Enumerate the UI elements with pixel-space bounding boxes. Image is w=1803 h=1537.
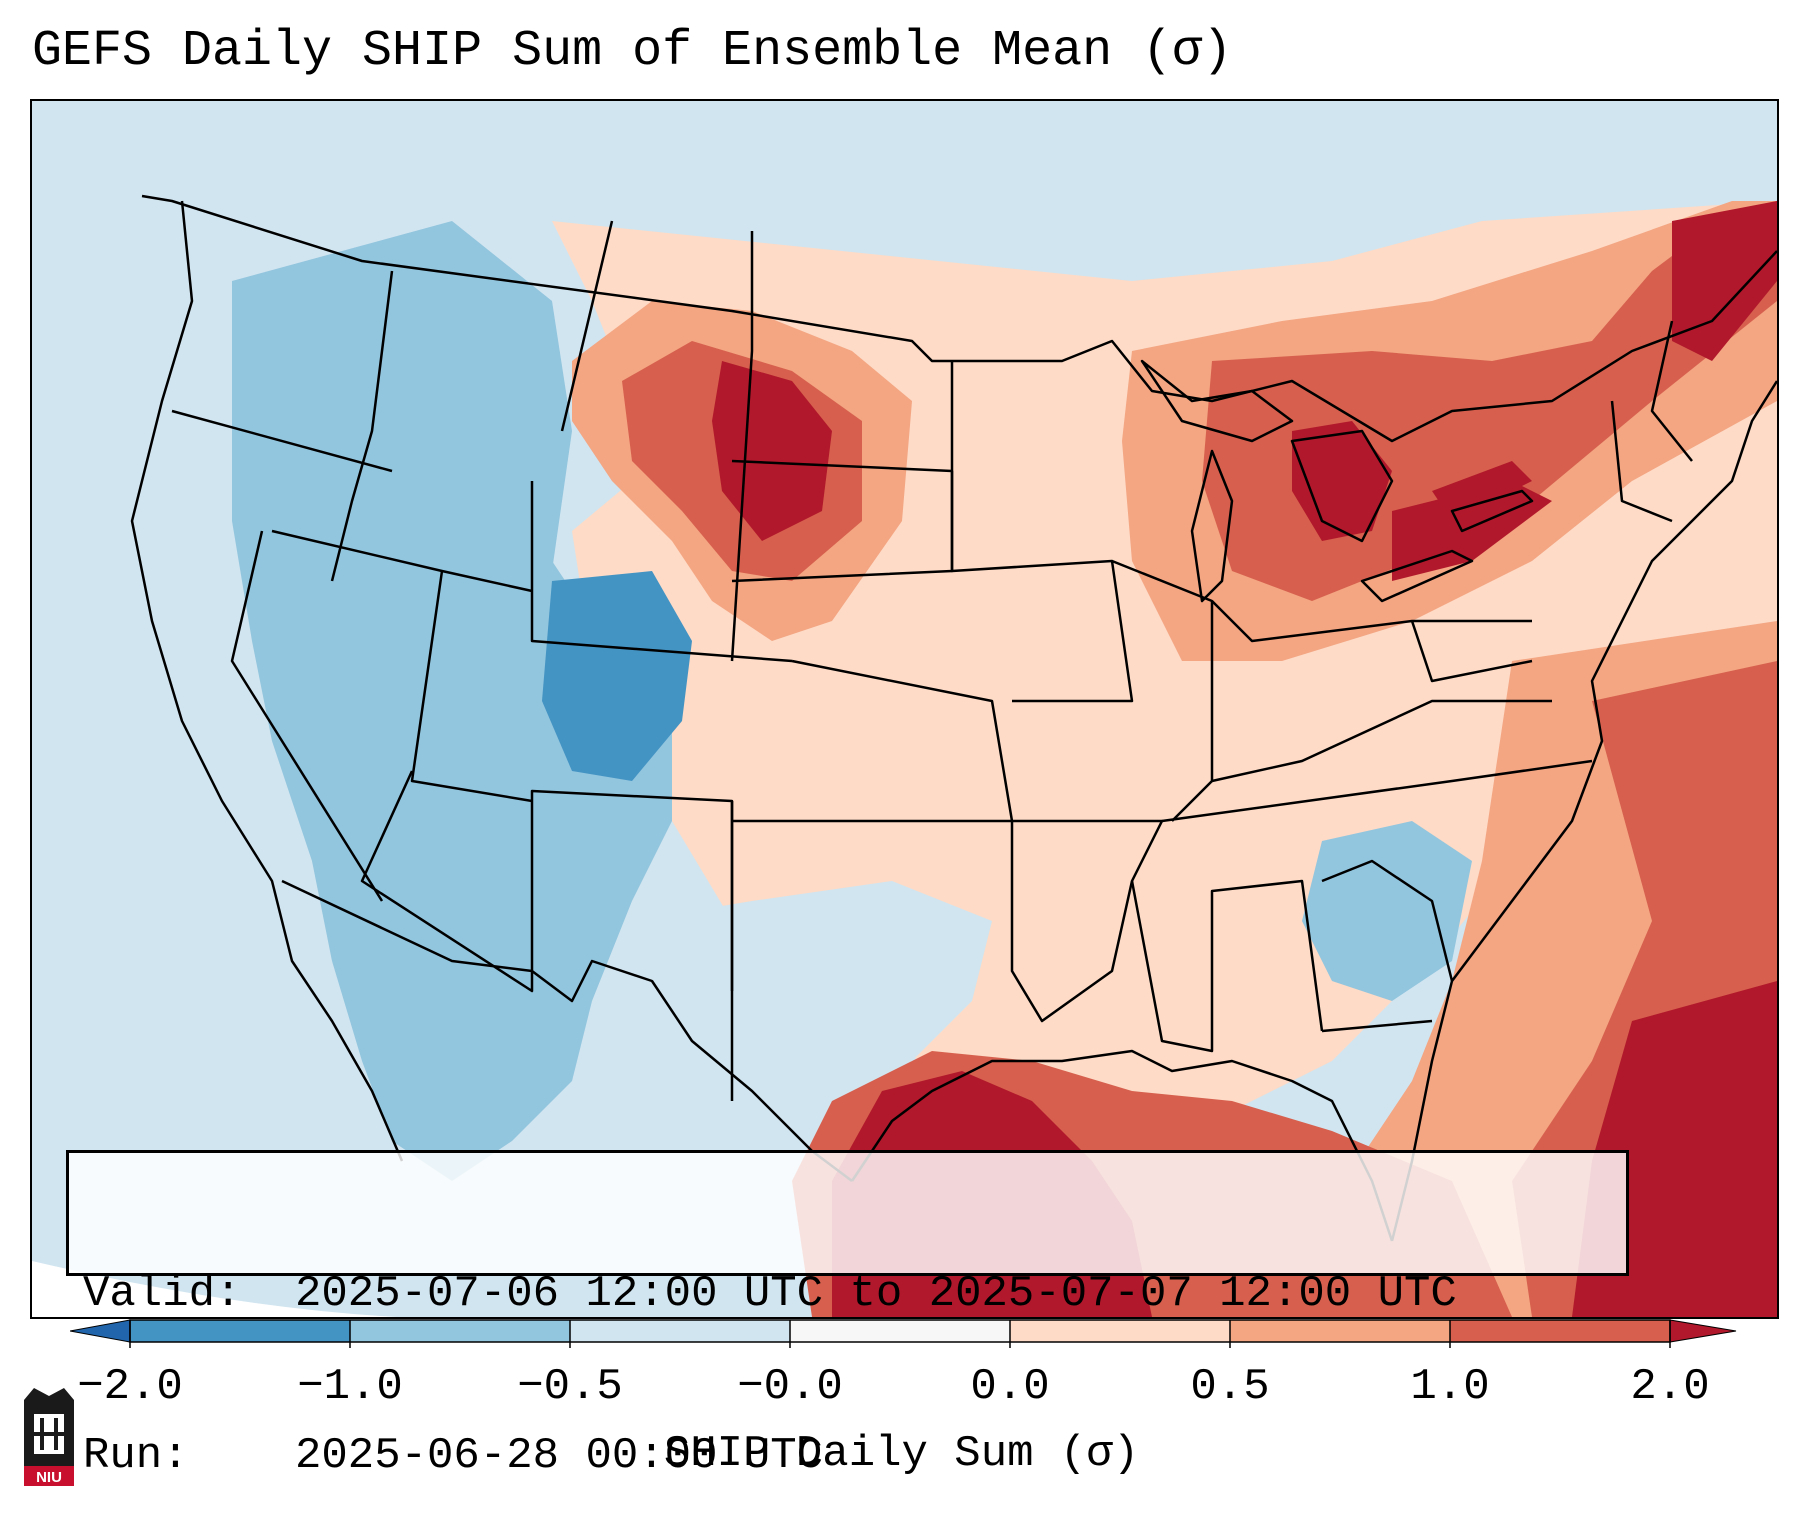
- colorbar-under-extension: [70, 1319, 131, 1343]
- chart-title: GEFS Daily SHIP Sum of Ensemble Mean (σ): [32, 23, 1233, 80]
- state-line: [1211, 600, 1532, 643]
- run-row: Run: 2025-06-28 00:00 UTC: [83, 1429, 1626, 1483]
- colorbar-tick-label: 2.0: [1630, 1362, 1710, 1412]
- valid-value: 2025-07-06 12:00 UTC to 2025-07-07 12:00…: [295, 1269, 1457, 1319]
- colorbar-bin: [1010, 1320, 1230, 1342]
- map-panel: [30, 99, 1779, 1319]
- run-label: Run:: [83, 1431, 189, 1481]
- state-line: [732, 659, 1014, 823]
- state-line: [560, 220, 614, 432]
- state-line: [410, 570, 533, 803]
- logo-text: NIU: [36, 1469, 62, 1486]
- boundaries: [130, 194, 1777, 1242]
- state-line: [1130, 879, 1324, 1053]
- colorbar-tick-label: 1.0: [1410, 1362, 1490, 1412]
- colorbar-over-extension: [1669, 1319, 1737, 1343]
- state-line: [530, 481, 793, 663]
- off-projection-area: [32, 1261, 552, 1317]
- state-line: [1211, 699, 1552, 783]
- colorbar-tick-label: −0.5: [517, 1362, 623, 1412]
- lake-michigan: [1190, 449, 1234, 603]
- colorbar-tick-label: 0.0: [970, 1362, 1050, 1412]
- colorbar: [70, 1319, 1737, 1348]
- logo-banner: [24, 1466, 74, 1486]
- run-value: 2025-06-28 00:00 UTC: [295, 1431, 824, 1481]
- gulf-st-lawrence-extreme: [1672, 201, 1777, 361]
- state-line: [330, 270, 394, 582]
- state-line: [1161, 759, 1593, 823]
- state-line: [1410, 620, 1533, 683]
- lake-erie: [1360, 549, 1474, 603]
- colorbar-bin: [130, 1320, 350, 1342]
- colorbar-bin: [570, 1320, 790, 1342]
- lake-ontario: [1450, 489, 1534, 533]
- state-line: [230, 530, 384, 902]
- colorbar-tick-label: 0.5: [1190, 1362, 1270, 1412]
- valid-label: Valid:: [83, 1269, 242, 1319]
- lake-superior: [1140, 359, 1294, 443]
- state-line: [1111, 559, 1214, 822]
- logo-window-bar: [34, 1432, 64, 1436]
- east-coastline: [1390, 380, 1777, 1242]
- southeast-mid-negative: [1302, 821, 1472, 1001]
- state-line: [1610, 400, 1673, 523]
- lake-ontario-extreme: [1432, 461, 1532, 521]
- info-box: Valid: 2025-07-06 12:00 UTC to 2025-07-07…: [66, 1150, 1629, 1481]
- colorbar-tick-label: −1.0: [297, 1362, 403, 1412]
- state-line: [1321, 859, 1454, 982]
- colorbar-tick-label: −2.0: [77, 1362, 183, 1412]
- gulf-coastline: [850, 1049, 1394, 1242]
- state-line: [171, 409, 393, 473]
- state-line: [1321, 1019, 1433, 1033]
- utah-mid-negative: [412, 531, 592, 801]
- niu-logo: NIU: [24, 1388, 74, 1486]
- colorbar-bin: [1450, 1320, 1670, 1342]
- lake-erie-extreme: [1392, 481, 1552, 581]
- colorbar-bin: [790, 1320, 1010, 1342]
- valid-row: Valid: 2025-07-06 12:00 UTC to 2025-07-07…: [83, 1267, 1626, 1321]
- colorbar-bin: [350, 1320, 570, 1342]
- colorbar-title: SHIP Daily Sum (σ): [663, 1429, 1140, 1479]
- map-canvas: [32, 101, 1777, 1317]
- lake-huron: [1290, 429, 1394, 543]
- colorbar-bin: [1230, 1320, 1450, 1342]
- west-coastline: [130, 200, 404, 1162]
- colorbar-ticks: [129, 1320, 1671, 1348]
- state-line: [1650, 320, 1693, 462]
- us-canada-border: [141, 194, 1777, 443]
- colorbar-tick-label: −0.0: [737, 1362, 843, 1412]
- colorbar-bins: [70, 1319, 1737, 1343]
- state-line: [730, 231, 754, 662]
- texas-weak-negative: [632, 881, 992, 1081]
- colorado-strong-negative: [542, 571, 692, 781]
